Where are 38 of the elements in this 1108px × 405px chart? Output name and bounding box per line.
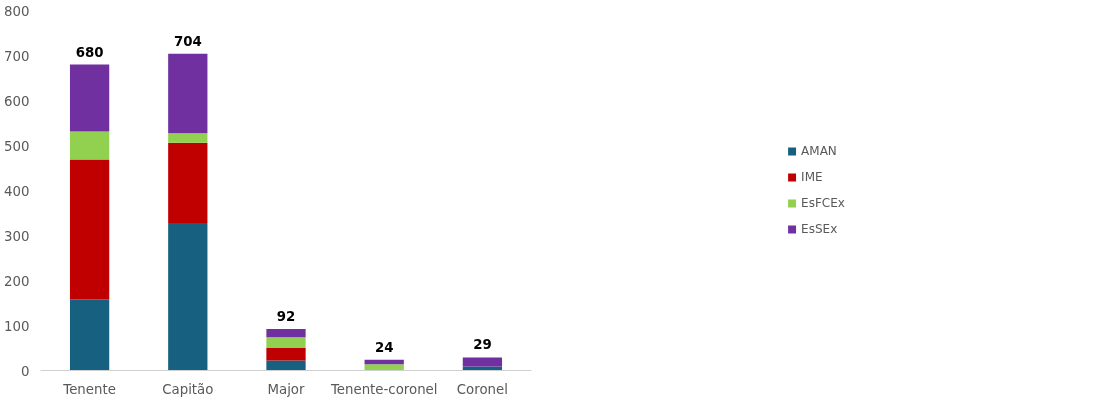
bar <box>69 64 110 132</box>
bar <box>462 357 503 367</box>
bar <box>69 159 110 300</box>
y-tick-label: 800 <box>4 3 30 19</box>
x-tick-label: Tenente <box>62 381 116 397</box>
total-label: 29 <box>473 337 492 353</box>
bar <box>69 299 110 371</box>
y-tick-label: 0 <box>21 363 30 379</box>
total-label: 24 <box>374 339 394 355</box>
bar <box>266 348 306 361</box>
x-tick-label: Tenente-coronel <box>329 381 438 397</box>
y-tick-label: 300 <box>4 228 30 244</box>
bar <box>168 133 208 143</box>
y-tick-label: 600 <box>4 93 30 109</box>
bar <box>168 142 208 223</box>
bar <box>364 364 404 371</box>
bar <box>462 366 503 371</box>
legend-label: EsSEx <box>801 222 838 236</box>
total-label: 680 <box>75 44 104 60</box>
bar <box>266 360 306 371</box>
total-label: 92 <box>276 309 296 325</box>
total-label: 704 <box>173 33 202 49</box>
bar <box>266 329 306 338</box>
x-tick-label: Capitão <box>162 381 214 397</box>
bar <box>266 337 306 348</box>
x-tick-label: Coronel <box>456 381 508 397</box>
legend-label: IME <box>801 170 823 184</box>
legend-label: AMAN <box>801 144 837 158</box>
y-tick-label: 700 <box>4 48 30 64</box>
bar <box>168 222 208 371</box>
x-tick-label: Major <box>267 381 306 397</box>
bar <box>168 53 208 134</box>
legend-label: EsFCEx <box>801 196 845 210</box>
y-tick-label: 400 <box>4 183 30 199</box>
y-tick-label: 200 <box>4 273 30 289</box>
bar <box>69 131 110 160</box>
y-tick-label: 100 <box>4 318 30 334</box>
y-tick-label: 500 <box>4 138 30 154</box>
